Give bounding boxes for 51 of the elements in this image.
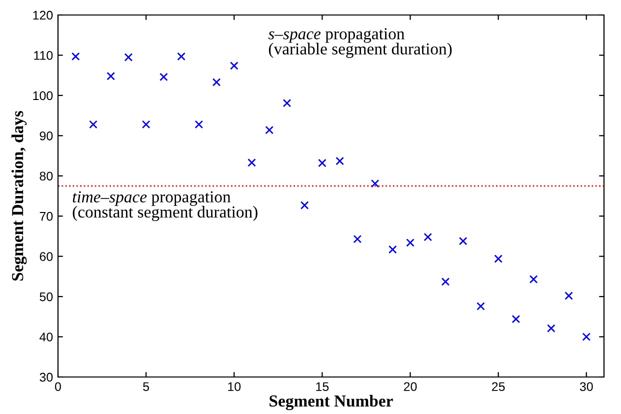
point <box>124 53 133 62</box>
y-tick-label: 50 <box>40 292 53 302</box>
point <box>546 324 556 332</box>
point <box>406 238 414 247</box>
point <box>89 120 98 129</box>
point <box>512 314 520 324</box>
x-tick-label: 25 <box>492 382 505 392</box>
point <box>177 52 186 61</box>
annotation: s–space propagation (variable segment duration) <box>268 28 452 58</box>
y-tick-label: 60 <box>40 252 53 261</box>
point <box>494 254 502 263</box>
point <box>160 72 168 82</box>
y-tick-label: 100 <box>33 91 53 100</box>
x-tick-label: 15 <box>316 382 329 392</box>
x-tick-label: 5 <box>143 382 150 392</box>
x-tick-label: 30 <box>580 382 593 392</box>
x-axis-title: Segment Number <box>270 394 393 410</box>
x-tick-label: 20 <box>404 382 417 392</box>
point <box>265 126 274 134</box>
point <box>212 78 221 86</box>
point <box>282 98 292 108</box>
point <box>318 158 326 168</box>
point <box>424 232 432 242</box>
point <box>71 52 80 61</box>
point <box>388 245 397 254</box>
point <box>441 278 450 286</box>
point <box>564 292 573 300</box>
point <box>336 156 344 166</box>
point <box>248 158 256 167</box>
y-tick-label: 80 <box>40 172 53 181</box>
point <box>353 234 362 244</box>
point <box>458 236 468 246</box>
y-axis-title: Segment Duration, days <box>11 110 27 281</box>
point <box>582 332 591 341</box>
point <box>230 62 238 70</box>
ref-line-label: time–space propagation (constant segment duration) <box>72 191 258 222</box>
x-tick-label: 10 <box>228 382 241 392</box>
point <box>300 201 309 210</box>
x-tick-label: 0 <box>55 382 61 392</box>
point <box>194 120 204 129</box>
y-tick-label: 40 <box>40 332 53 342</box>
y-tick-label: 120 <box>33 10 53 20</box>
point <box>106 72 116 80</box>
y-tick-label: 30 <box>40 372 53 382</box>
point <box>142 120 150 129</box>
y-tick-label: 90 <box>40 131 53 140</box>
y-tick-label: 70 <box>40 212 53 221</box>
point <box>529 275 538 284</box>
y-tick-label: 110 <box>34 51 53 60</box>
point <box>476 302 485 310</box>
point <box>370 179 380 188</box>
